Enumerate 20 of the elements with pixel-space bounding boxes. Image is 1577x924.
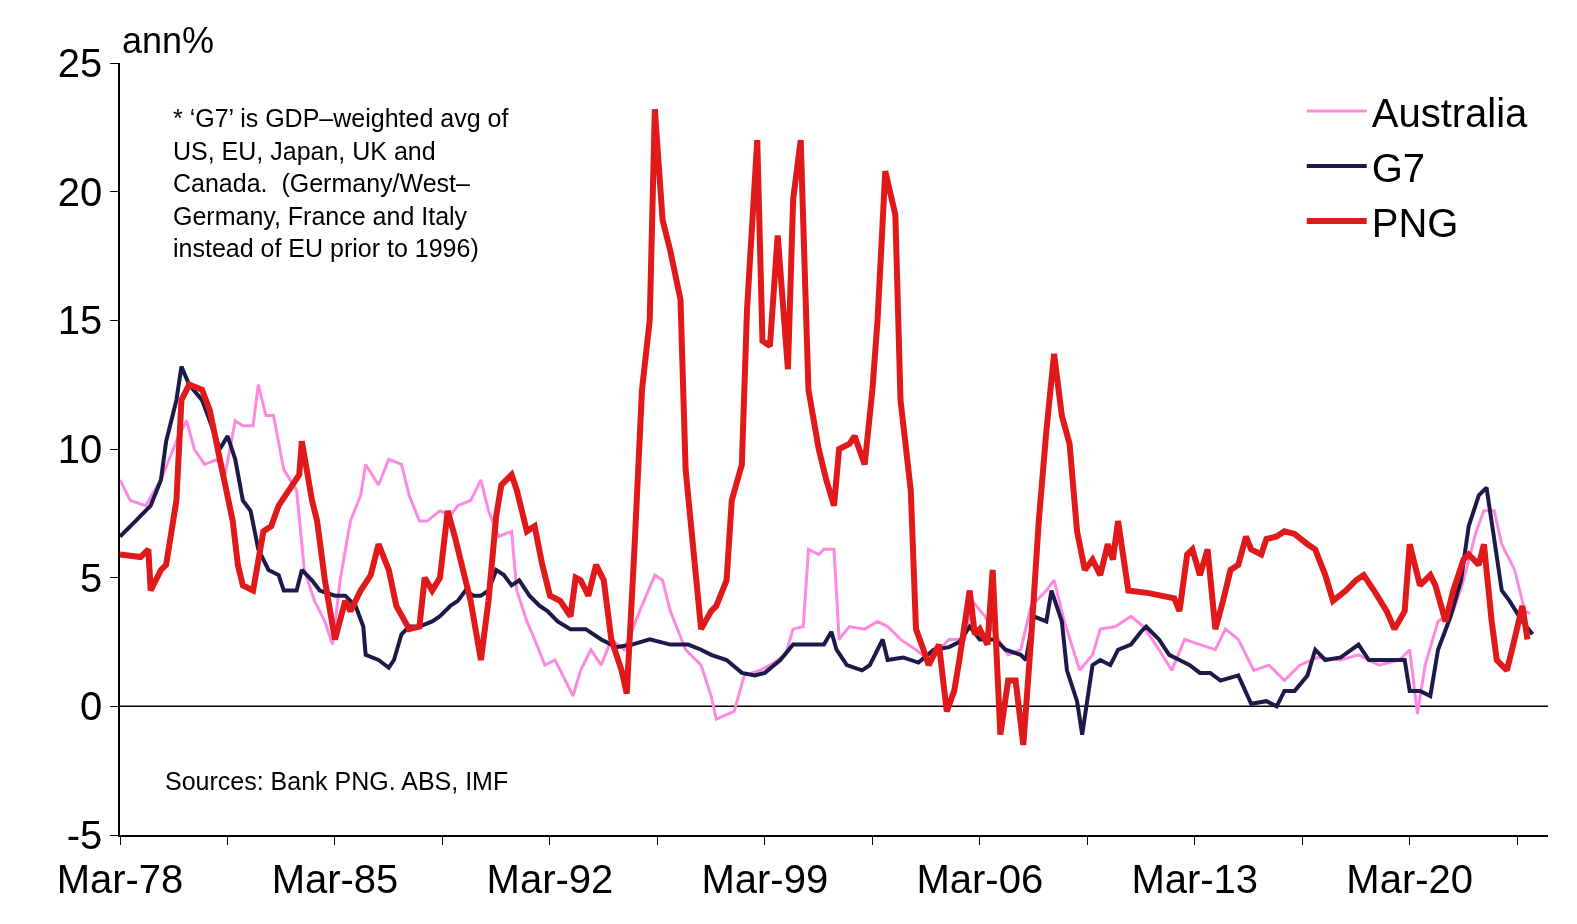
y-tick-label: 20	[57, 169, 103, 214]
legend-label: PNG	[1371, 200, 1459, 245]
legend-label: G7	[1371, 145, 1426, 190]
y-tick-label: 25	[57, 41, 103, 85]
y-axis-title: ann%	[122, 20, 215, 61]
y-tick-label: -5	[66, 813, 103, 857]
x-tick-label: Mar-20	[1346, 856, 1474, 901]
y-tick-label: 5	[80, 555, 103, 600]
y-tick-label: 15	[57, 298, 103, 343]
x-tick-label: Mar-92	[486, 856, 614, 901]
y-tick-label: 0	[80, 684, 103, 729]
annotation: * ‘G7’ is GDP–weighted avg of US, EU, Japan, UK and Canada. (Germany/West– Germany, France and Italy instead of EU prior to 1996)	[173, 104, 509, 262]
x-tick-label: Mar-78	[56, 856, 184, 901]
x-tick-label: Mar-13	[1131, 856, 1259, 901]
annotation: Sources: Bank PNG. ABS, IMF	[165, 767, 509, 795]
x-tick-label: Mar-85	[271, 856, 399, 901]
x-tick-label: Mar-99	[701, 856, 829, 901]
y-tick-label: 10	[57, 427, 103, 471]
x-tick-label: Mar-06	[916, 856, 1044, 901]
legend-label: Australia	[1371, 90, 1529, 135]
